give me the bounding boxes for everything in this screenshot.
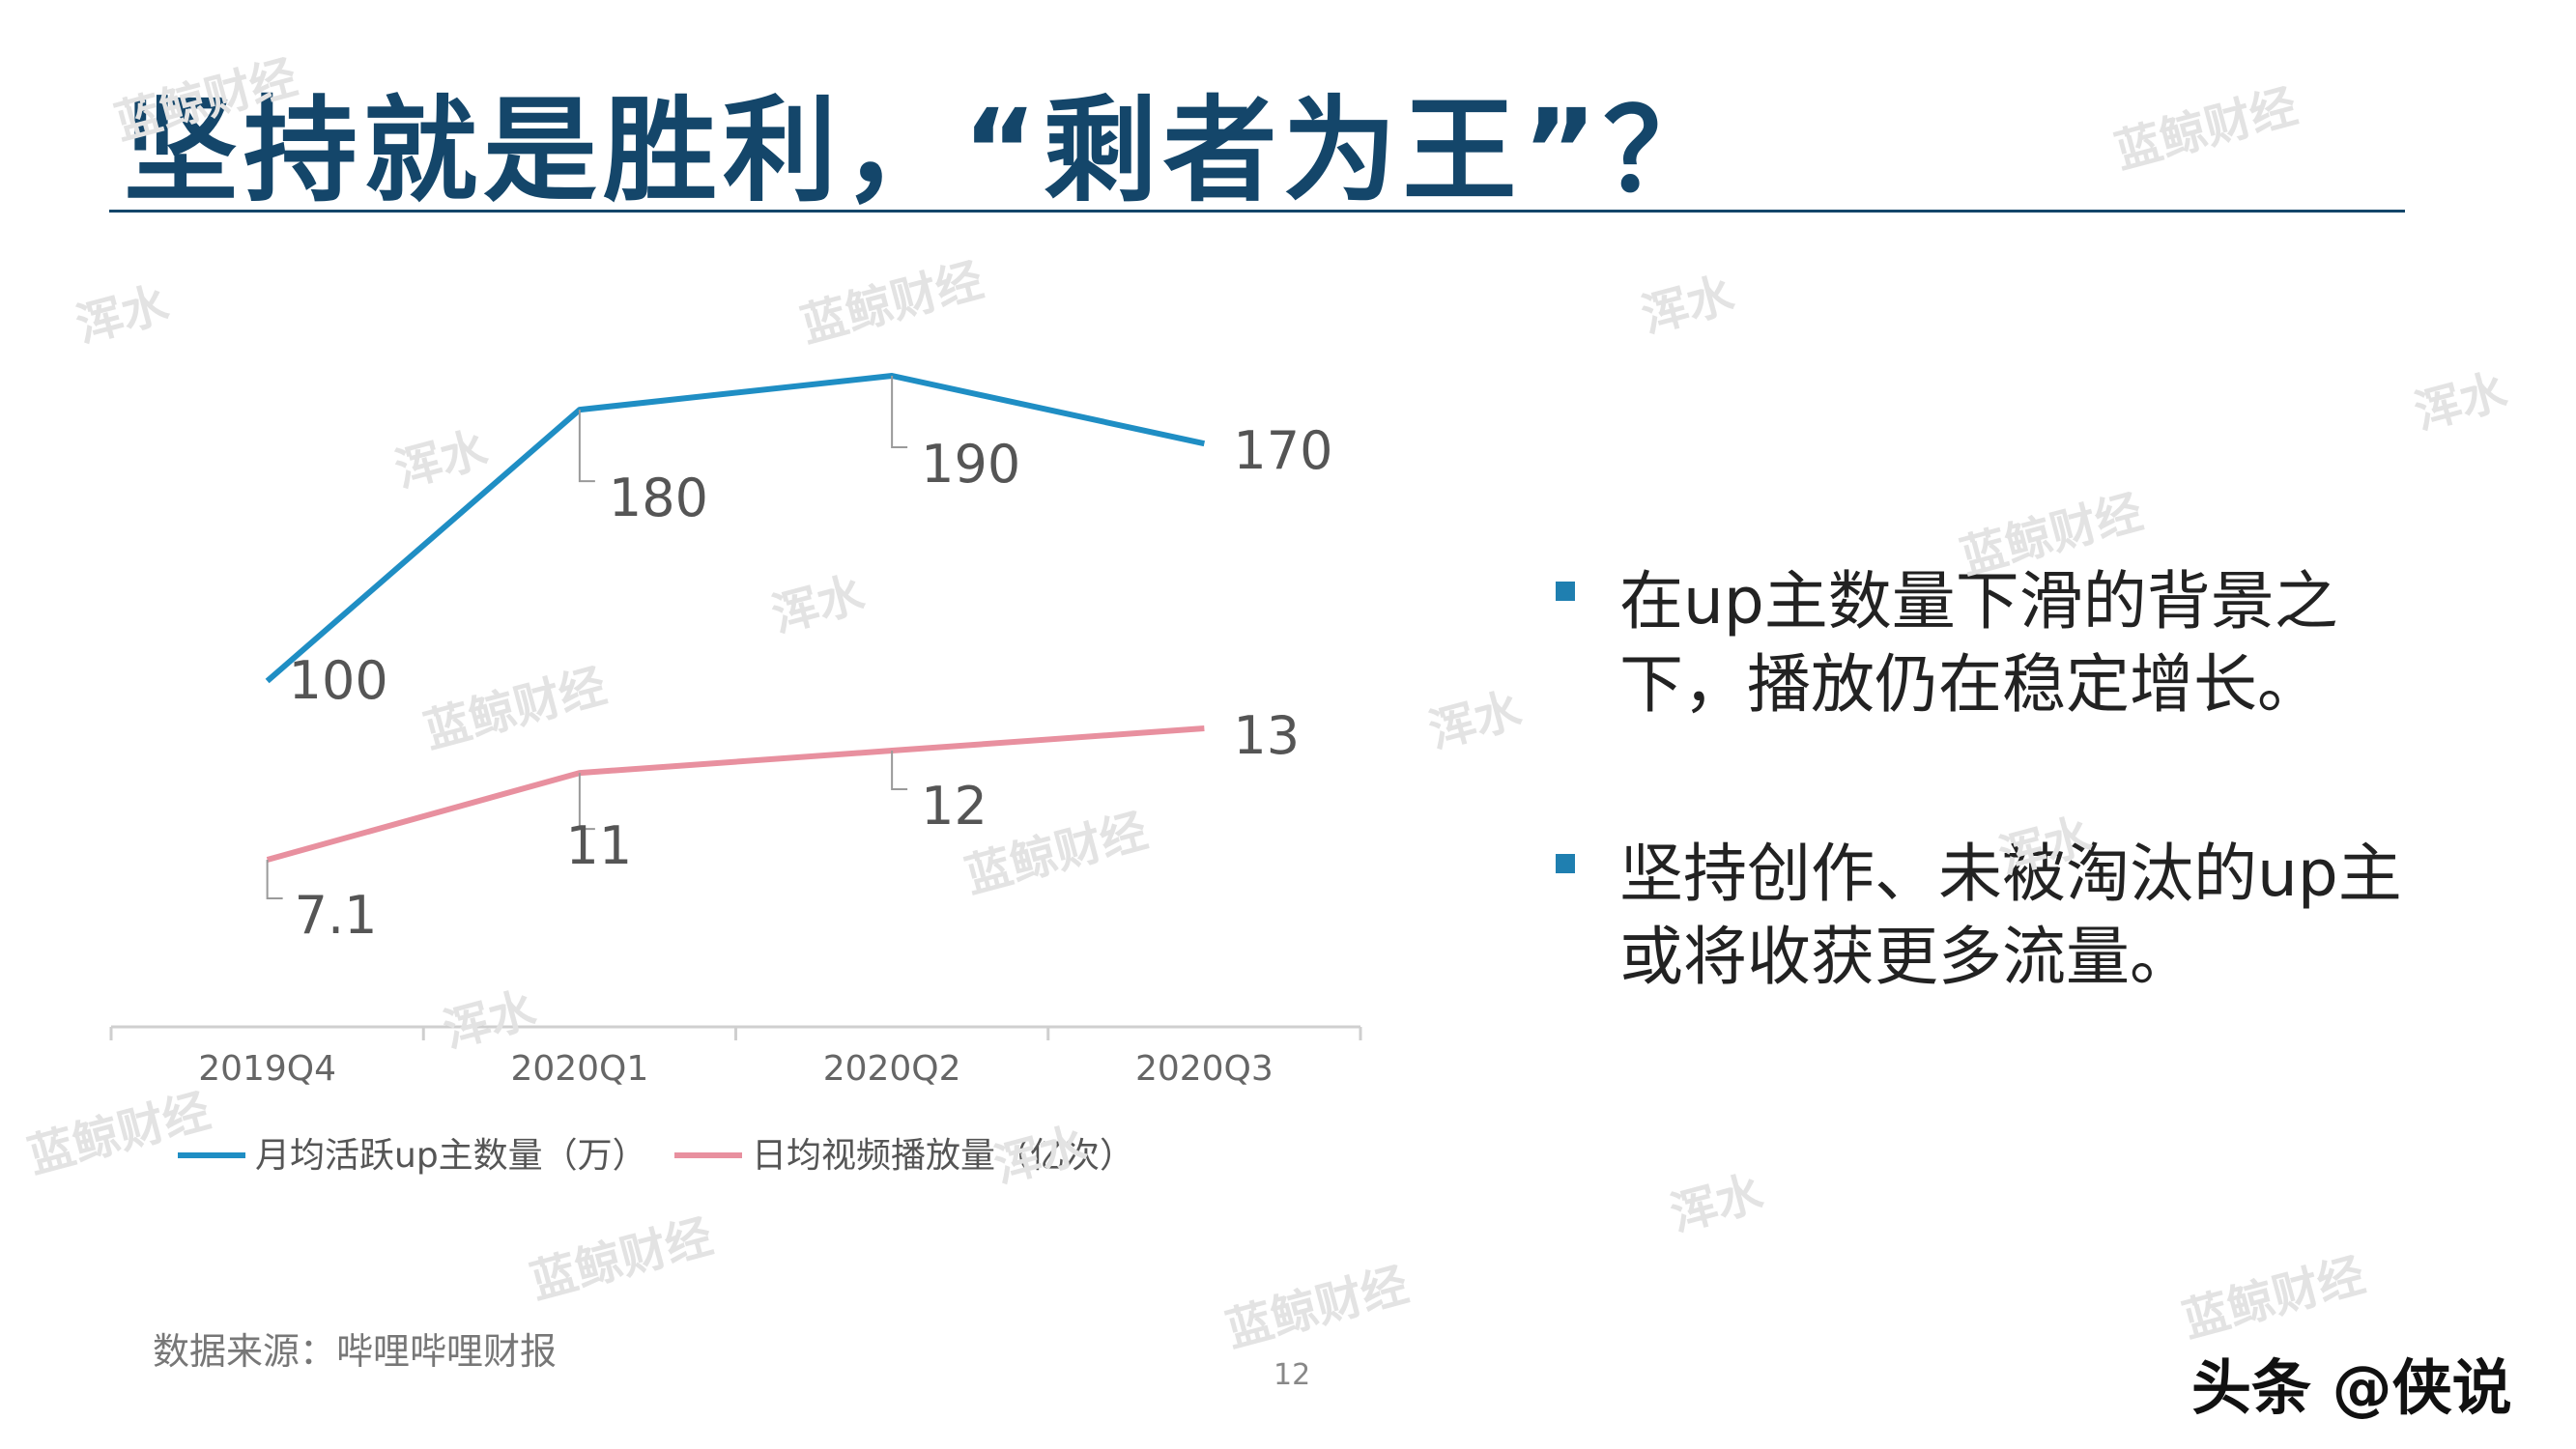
x-tick-label: 2020Q1 xyxy=(510,1049,648,1089)
data-label: 180 xyxy=(609,468,708,528)
series-layer: 100 180 190 170 7.1 11 12 13 xyxy=(265,373,1332,946)
x-axis-ticks: 2019Q4 2020Q1 2020Q2 2020Q3 xyxy=(109,1027,1362,1089)
data-label: 7.1 xyxy=(295,885,378,946)
data-label-leader xyxy=(578,410,595,483)
data-source-note: 数据来源：哔哩哔哩财报 xyxy=(153,1330,558,1373)
x-tick-label: 2020Q2 xyxy=(823,1049,961,1089)
data-label: 13 xyxy=(1233,705,1300,766)
bullet-square-icon xyxy=(1556,582,1575,601)
legend-label-blue: 月均活跃up主数量（万） xyxy=(255,1136,647,1176)
legend: 月均活跃up主数量（万） 日均视频播放量（亿次） xyxy=(178,1136,1134,1176)
legend-label-pink: 日均视频播放量（亿次） xyxy=(752,1136,1134,1176)
data-label: 100 xyxy=(289,650,388,711)
x-tick-label: 2020Q3 xyxy=(1135,1049,1274,1089)
brand-watermark: 头条 @侠说 xyxy=(2191,1352,2512,1423)
bullet-item: 坚持创作、未被淘汰的up主或将收获更多流量。 xyxy=(1556,833,2406,999)
bullet-square-icon xyxy=(1556,854,1575,873)
data-label: 190 xyxy=(921,434,1020,495)
data-label-leader xyxy=(578,773,595,831)
title-divider xyxy=(109,210,2405,213)
data-label: 12 xyxy=(921,776,987,837)
page-number: 12 xyxy=(1274,1358,1311,1392)
series-line xyxy=(266,725,1205,863)
series-line xyxy=(265,373,1206,684)
data-label: 170 xyxy=(1233,420,1332,481)
data-label-leader xyxy=(891,751,908,791)
data-label: 11 xyxy=(566,815,633,876)
bullet-item: 在up主数量下滑的背景之下，播放仍在稳定增长。 xyxy=(1556,560,2406,726)
bullet-text: 坚持创作、未被淘汰的up主或将收获更多流量。 xyxy=(1619,837,2402,994)
page-title: 坚持就是胜利，“剩者为王”？ xyxy=(124,84,1724,217)
data-label-leader xyxy=(266,860,283,899)
bullet-list: 在up主数量下滑的背景之下，播放仍在稳定增长。 坚持创作、未被淘汰的up主或将收… xyxy=(1556,560,2406,1105)
data-label-leader xyxy=(891,376,908,448)
bullet-text: 在up主数量下滑的背景之下，播放仍在稳定增长。 xyxy=(1619,564,2338,722)
x-tick-label: 2019Q4 xyxy=(198,1049,336,1089)
